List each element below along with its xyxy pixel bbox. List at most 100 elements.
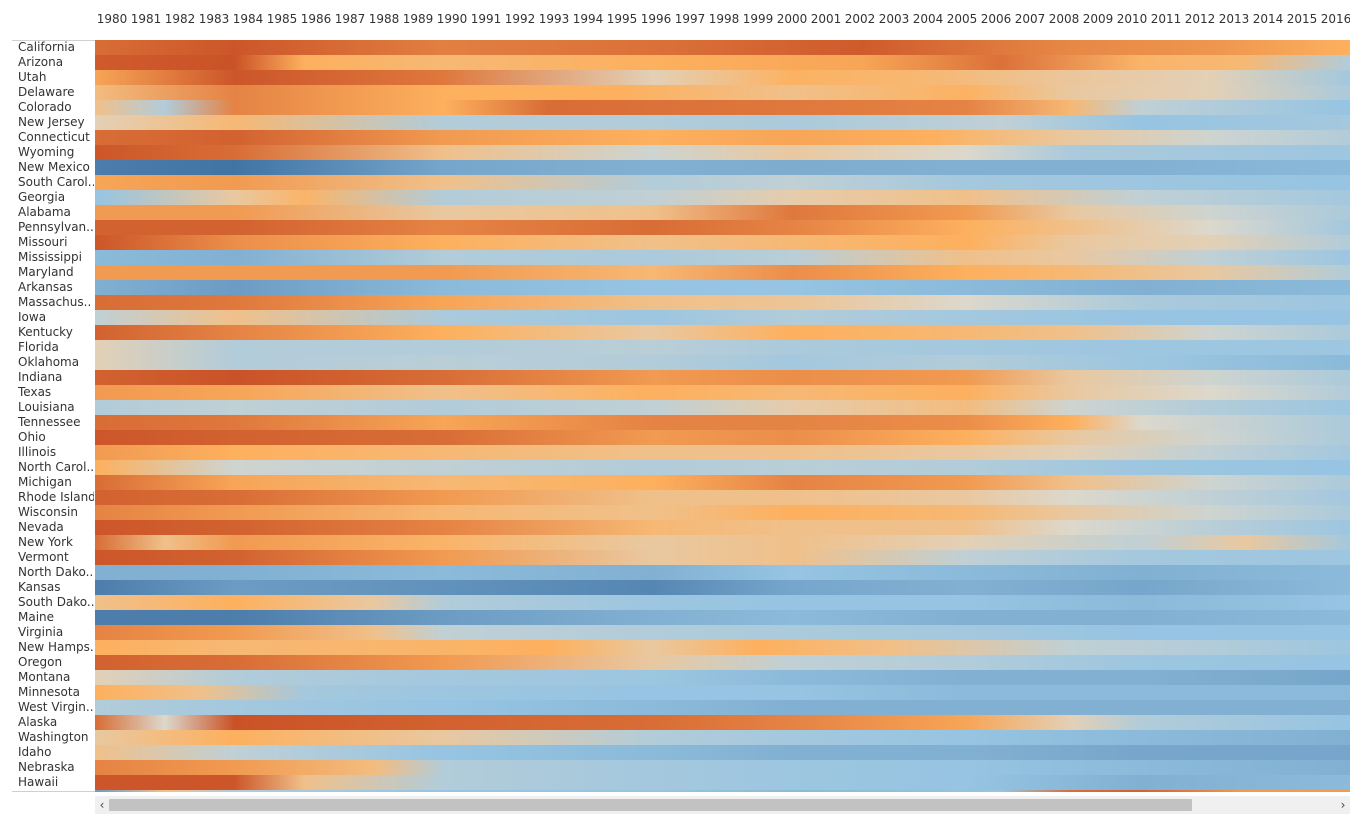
heatmap-row-oregon[interactable]: [95, 655, 1350, 670]
state-label: Illinois: [18, 445, 57, 459]
heatmap-row-kansas[interactable]: [95, 580, 1350, 595]
state-label: Oregon: [18, 655, 63, 669]
heatmap-row-washington[interactable]: [95, 730, 1350, 745]
heatmap-row-north-dako[interactable]: [95, 565, 1350, 580]
state-label: Maine: [18, 610, 55, 624]
year-label: 1997: [674, 12, 706, 26]
state-label: Kentucky: [18, 325, 73, 339]
heatmap-row-idaho[interactable]: [95, 745, 1350, 760]
heatmap-row-california[interactable]: [95, 40, 1350, 55]
state-label: Colorado: [18, 100, 72, 114]
heatmap-row-connecticut[interactable]: [95, 130, 1350, 145]
year-label: 1988: [368, 12, 400, 26]
year-label: 2014: [1252, 12, 1284, 26]
heatmap-row-vermont[interactable]: [95, 550, 1350, 565]
year-label: 2015: [1286, 12, 1318, 26]
heatmap-row-iowa[interactable]: [95, 310, 1350, 325]
state-label: South Carol..: [18, 175, 94, 189]
heatmap-row-louisiana[interactable]: [95, 400, 1350, 415]
state-label: Washington: [18, 730, 89, 744]
heatmap-row-michigan[interactable]: [95, 475, 1350, 490]
heatmap-row-south-carol[interactable]: [95, 175, 1350, 190]
year-label: 2001: [810, 12, 842, 26]
year-label: 1980: [96, 12, 128, 26]
heatmap-row-georgia[interactable]: [95, 190, 1350, 205]
state-label: Oklahoma: [18, 355, 80, 369]
heatmap-row-south-dako[interactable]: [95, 595, 1350, 610]
state-label: Virginia: [18, 625, 64, 639]
horizontal-scrollbar[interactable]: ‹ ›: [95, 796, 1350, 814]
year-label: 1996: [640, 12, 672, 26]
scroll-right-arrow-icon[interactable]: ›: [1340, 798, 1346, 812]
heatmap-row-new-jersey[interactable]: [95, 115, 1350, 130]
heatmap-row-colorado[interactable]: [95, 100, 1350, 115]
heatmap-row-alabama[interactable]: [95, 205, 1350, 220]
heatmap-row-massachus[interactable]: [95, 295, 1350, 310]
heatmap-row-missouri[interactable]: [95, 235, 1350, 250]
heatmap-row-mississippi[interactable]: [95, 250, 1350, 265]
heatmap-row-new-hamps[interactable]: [95, 640, 1350, 655]
state-label: Kansas: [18, 580, 61, 594]
state-label: New York: [18, 535, 73, 549]
state-label: Nevada: [18, 520, 64, 534]
heatmap-row-maryland[interactable]: [95, 265, 1350, 280]
heatmap-row-wisconsin[interactable]: [95, 505, 1350, 520]
scrollbar-thumb[interactable]: [109, 799, 1192, 811]
heatmap-row-rhode-island[interactable]: [95, 490, 1350, 505]
heatmap-row-nevada[interactable]: [95, 520, 1350, 535]
heatmap-row-arkansas[interactable]: [95, 280, 1350, 295]
heatmap-row-texas[interactable]: [95, 385, 1350, 400]
heatmap-row-florida[interactable]: [95, 340, 1350, 355]
heatmap-row-alaska[interactable]: [95, 715, 1350, 730]
heatmap-row-tennessee[interactable]: [95, 415, 1350, 430]
heatmap-row-north-carol[interactable]: [95, 460, 1350, 475]
year-label: 2006: [980, 12, 1012, 26]
heatmap-row-new-hamps[interactable]: [95, 790, 1350, 792]
heatmap-row-kentucky[interactable]: [95, 325, 1350, 340]
heatmap-row-west-virgin[interactable]: [95, 700, 1350, 715]
heatmap-row-illinois[interactable]: [95, 445, 1350, 460]
year-label: 1984: [232, 12, 264, 26]
heatmap-row-nebraska[interactable]: [95, 760, 1350, 775]
state-label: Indiana: [18, 370, 63, 384]
heatmap-row-montana[interactable]: [95, 670, 1350, 685]
year-label: 2013: [1218, 12, 1250, 26]
state-label: Wisconsin: [18, 505, 78, 519]
year-label: 1991: [470, 12, 502, 26]
heatmap-row-new-mexico[interactable]: [95, 160, 1350, 175]
heatmap-row-pennsylvan[interactable]: [95, 220, 1350, 235]
heatmap-row-ohio[interactable]: [95, 430, 1350, 445]
heatmap-row-oklahoma[interactable]: [95, 355, 1350, 370]
heatmap-row-new-york[interactable]: [95, 535, 1350, 550]
state-label: Arizona: [18, 55, 64, 69]
state-label: Michigan: [18, 475, 72, 489]
heatmap-svg: [95, 40, 1350, 792]
state-label: New Hamps..: [18, 640, 94, 654]
heatmap-row-hawaii[interactable]: [95, 775, 1350, 790]
heatmap-row-arizona[interactable]: [95, 55, 1350, 70]
heatmap-row-wyoming[interactable]: [95, 145, 1350, 160]
heatmap-row-maine[interactable]: [95, 610, 1350, 625]
year-label: 2016: [1320, 12, 1350, 26]
state-label: Ohio: [18, 430, 46, 444]
year-label: 1985: [266, 12, 298, 26]
heatmap-row-delaware[interactable]: [95, 85, 1350, 100]
heatmap-row-indiana[interactable]: [95, 370, 1350, 385]
scroll-left-arrow-icon[interactable]: ‹: [99, 798, 105, 812]
year-label: 1999: [742, 12, 774, 26]
state-label: Georgia: [18, 190, 66, 204]
year-label: 1990: [436, 12, 468, 26]
year-label: 1993: [538, 12, 570, 26]
state-label: Utah: [18, 70, 47, 84]
year-label: 2012: [1184, 12, 1216, 26]
heatmap-plot[interactable]: [95, 40, 1350, 792]
state-label: Montana: [18, 670, 71, 684]
state-label: North Carol..: [18, 460, 94, 474]
axis-divider: [12, 40, 95, 41]
year-label: 1992: [504, 12, 536, 26]
heatmap-row-minnesota[interactable]: [95, 685, 1350, 700]
heatmap-row-virginia[interactable]: [95, 625, 1350, 640]
heatmap-row-utah[interactable]: [95, 70, 1350, 85]
state-label: Alaska: [18, 715, 58, 729]
